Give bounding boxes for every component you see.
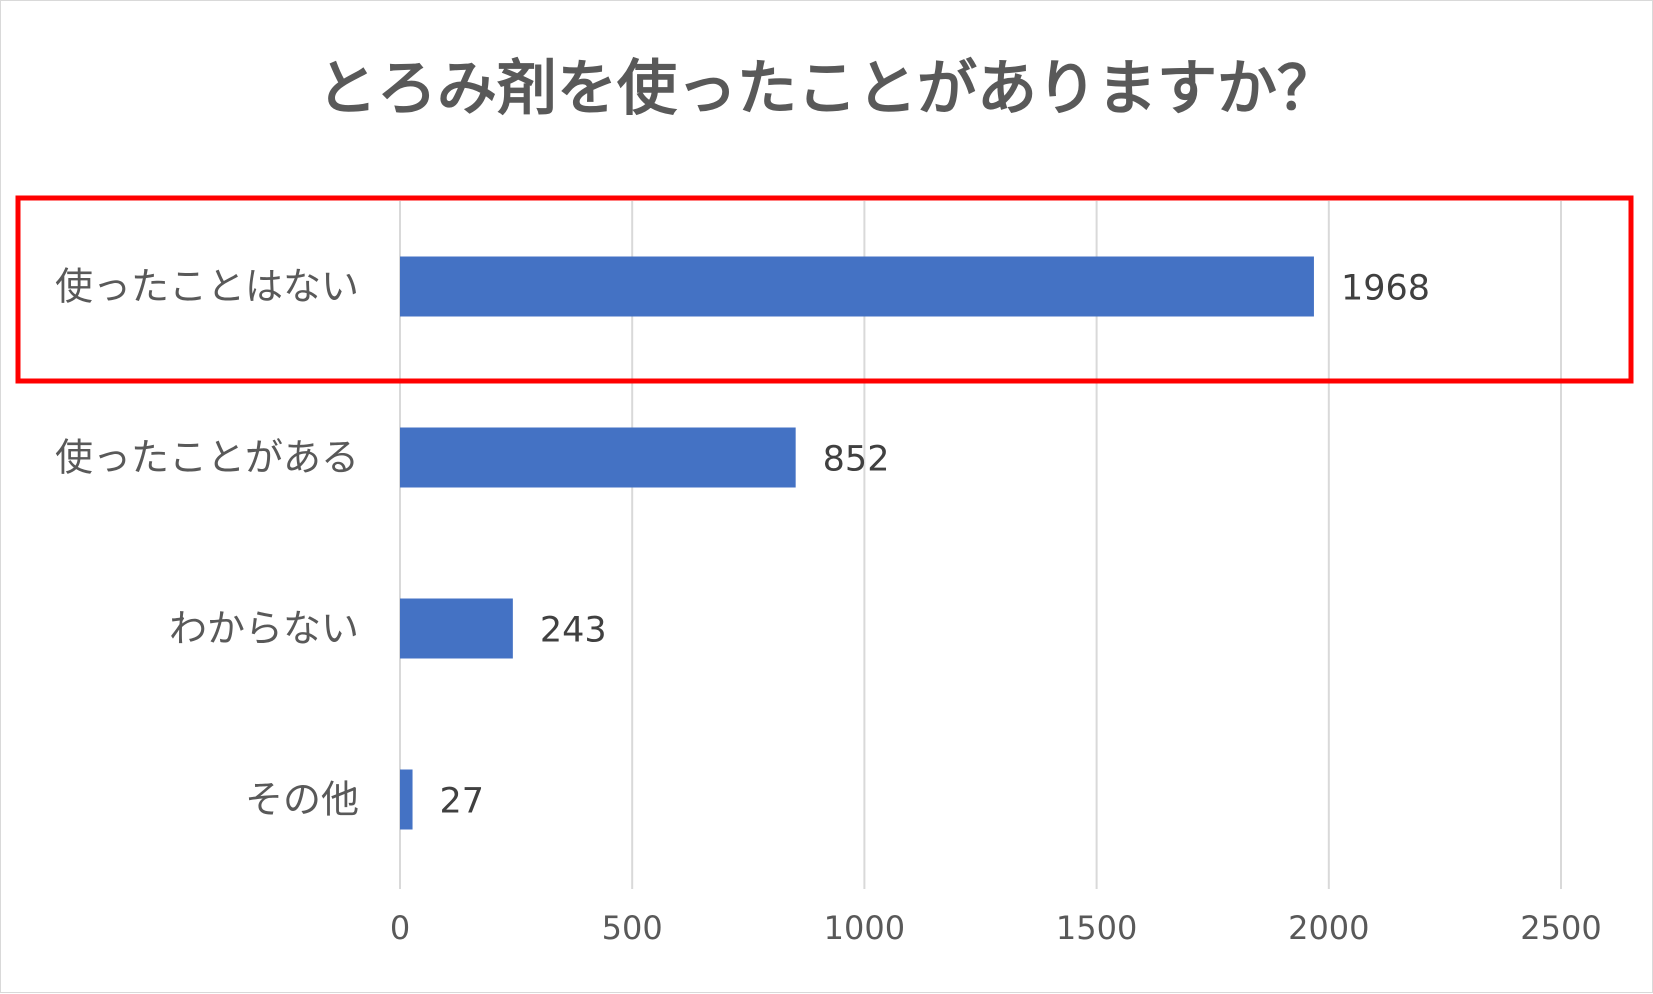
x-tick-label-0: 0 (390, 909, 410, 947)
highlight-box (15, 195, 1634, 384)
bar-0 (400, 256, 1314, 317)
data-label-0: 1968 (1341, 269, 1430, 309)
category-label-3: その他 (245, 778, 359, 822)
highlight (15, 195, 1634, 384)
x-tick-label-1500: 1500 (1056, 909, 1137, 947)
data-label-2: 243 (540, 611, 607, 651)
bar-1 (400, 427, 796, 488)
bar-3 (400, 769, 413, 830)
x-tick-label-500: 500 (602, 909, 663, 947)
category-label-1: 使ったことがある (55, 436, 359, 480)
x-tick-label-1000: 1000 (824, 909, 905, 947)
x-tick-label-2000: 2000 (1288, 909, 1369, 947)
data-label-1: 852 (823, 440, 890, 480)
category-label-2: わからない (169, 607, 359, 651)
x-tick-label-2500: 2500 (1520, 909, 1601, 947)
bars (400, 256, 1314, 830)
labels: 0 500 1000 1500 2000 2500 使ったことはない 1968 使ったことがある… (55, 265, 1602, 948)
category-label-0: 使ったことはない (55, 265, 359, 309)
data-label-3: 27 (440, 782, 485, 822)
chart-title: とろみ剤を使ったことがありますか？ (317, 54, 1337, 124)
bar-2 (400, 598, 513, 659)
